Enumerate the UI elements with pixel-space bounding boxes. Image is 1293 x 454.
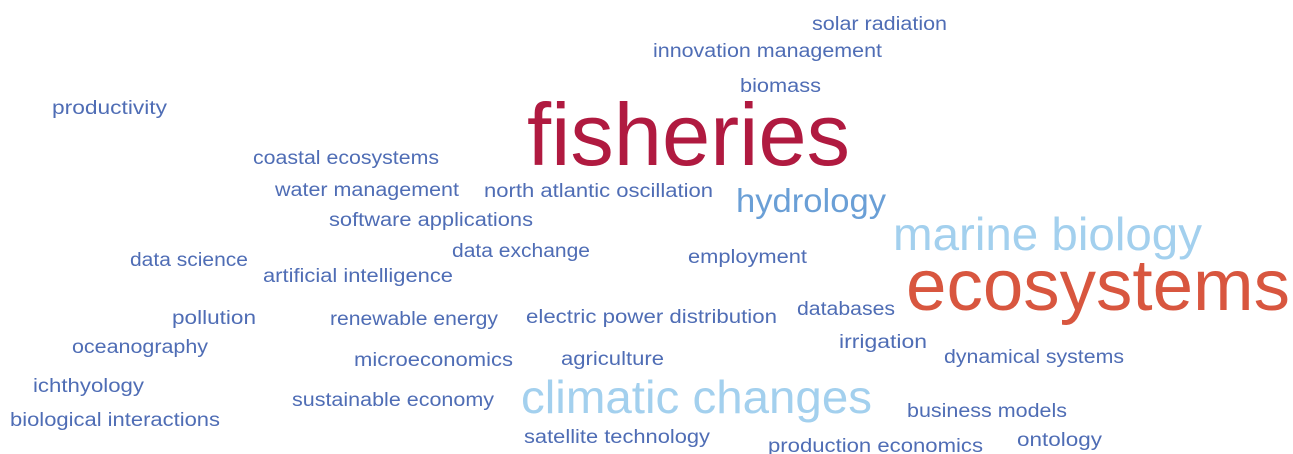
word: sustainable economy	[292, 390, 495, 411]
word: data science	[130, 250, 248, 271]
word: data exchange	[452, 241, 590, 262]
word: biological interactions	[10, 410, 220, 431]
word: climatic changes	[521, 371, 872, 423]
word: innovation management	[653, 41, 883, 62]
word: artificial intelligence	[263, 266, 453, 287]
word: software applications	[329, 210, 533, 231]
word: ichthyology	[33, 376, 145, 397]
word: production economics	[768, 436, 983, 454]
word: electric power distribution	[526, 307, 777, 328]
word: databases	[797, 299, 895, 320]
word: solar radiation	[812, 14, 947, 35]
word: irrigation	[839, 332, 927, 353]
word: productivity	[52, 98, 168, 119]
word: microeconomics	[354, 350, 513, 371]
word: water management	[274, 180, 460, 201]
word: marine biology	[893, 208, 1202, 260]
word: satellite technology	[524, 427, 711, 448]
word: pollution	[172, 308, 256, 329]
word: fisheries	[527, 85, 850, 184]
word: biomass	[740, 76, 821, 97]
word: hydrology	[736, 182, 887, 219]
word: agriculture	[561, 349, 664, 370]
word: dynamical systems	[944, 347, 1124, 368]
word: coastal ecosystems	[253, 148, 439, 169]
word: employment	[688, 247, 808, 268]
word: business models	[907, 401, 1067, 422]
word: oceanography	[72, 337, 209, 358]
word: north atlantic oscillation	[484, 181, 713, 202]
word: renewable energy	[330, 309, 499, 330]
word: ontology	[1017, 430, 1103, 451]
word: ecosystems	[906, 246, 1290, 326]
